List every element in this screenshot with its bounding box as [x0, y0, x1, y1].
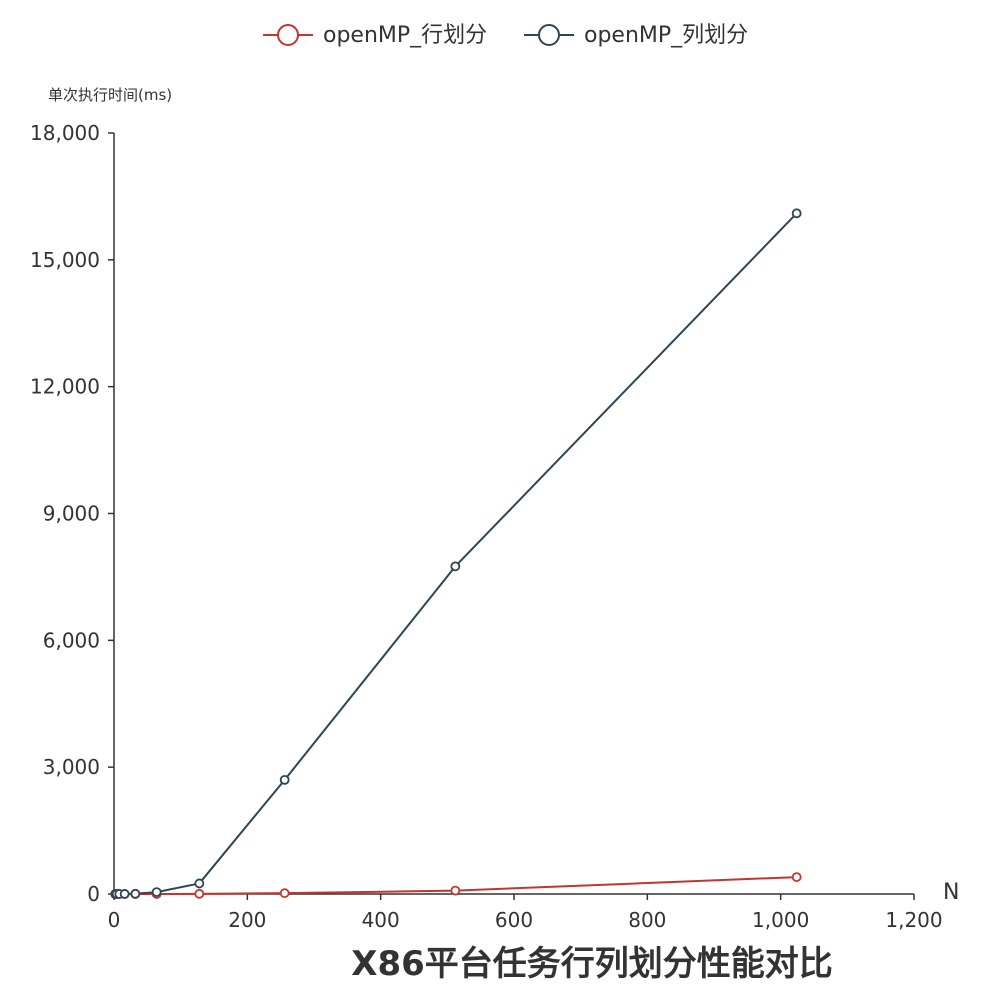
data-point-series-0[interactable] — [279, 888, 290, 899]
x-axis-label: N — [943, 880, 959, 905]
y-tick-label: 0 — [87, 882, 100, 906]
legend-marker-col-division — [538, 24, 560, 46]
x-tick-label: 600 — [495, 908, 533, 932]
y-axis-label: 单次执行时间(ms) — [48, 86, 172, 104]
legend-item-row-division[interactable]: openMP_行划分 — [263, 23, 487, 48]
y-axis-ticks: 0 3,000 6,000 9,000 12,000 15,000 18,000 — [30, 121, 114, 906]
data-point-series-1[interactable] — [279, 774, 290, 785]
data-point-series-0[interactable] — [194, 888, 205, 899]
y-tick-label: 6,000 — [43, 628, 100, 652]
x-tick-label: 400 — [362, 908, 400, 932]
legend-label-row-division: openMP_行划分 — [323, 23, 487, 48]
data-point-series-0[interactable] — [791, 872, 802, 882]
y-tick-label: 15,000 — [30, 248, 100, 272]
series-layer — [110, 208, 802, 899]
chart-title: X86平台任务行列划分性能对比 — [351, 944, 833, 984]
y-tick-label: 18,000 — [30, 121, 100, 145]
data-point-series-1[interactable] — [130, 888, 141, 899]
x-axis-ticks: 0 200 400 600 800 1,000 1,200 — [108, 894, 943, 932]
series-line-1 — [115, 212, 798, 895]
y-tick-label: 12,000 — [30, 375, 100, 399]
data-point-series-1[interactable] — [450, 561, 461, 572]
x-tick-label: 200 — [228, 908, 266, 932]
x-tick-label: 0 — [108, 908, 121, 932]
legend-item-col-division[interactable]: openMP_列划分 — [524, 23, 748, 48]
data-point-series-0[interactable] — [450, 885, 461, 896]
x-tick-label: 1,200 — [885, 908, 942, 932]
x-tick-label: 800 — [628, 908, 666, 932]
y-tick-label: 3,000 — [43, 755, 100, 779]
y-tick-label: 9,000 — [43, 502, 100, 526]
data-point-series-1[interactable] — [194, 878, 205, 889]
legend[interactable]: openMP_行划分 openMP_列划分 — [263, 23, 748, 48]
data-point-series-1[interactable] — [119, 889, 130, 899]
data-point-series-1[interactable] — [791, 208, 802, 219]
x-tick-label: 1,000 — [752, 908, 809, 932]
data-point-series-1[interactable] — [151, 887, 162, 897]
legend-label-col-division: openMP_列划分 — [584, 23, 748, 48]
legend-marker-row-division — [277, 24, 299, 46]
